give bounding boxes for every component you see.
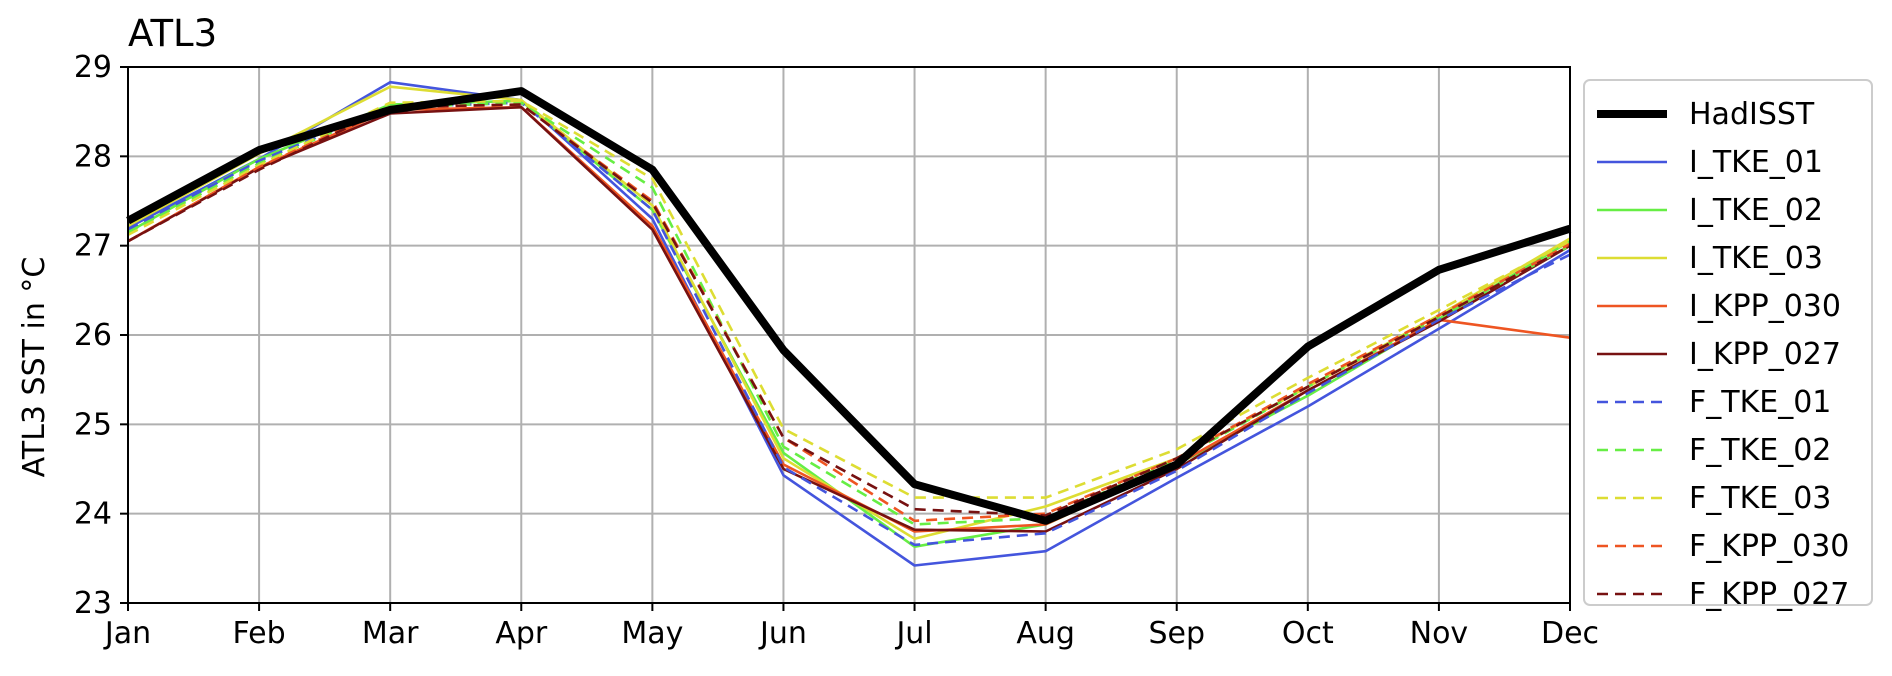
series-lines bbox=[126, 80, 1572, 567]
x-tick-label: Sep bbox=[1148, 616, 1205, 651]
legend-label: HadISST bbox=[1689, 97, 1815, 132]
gridlines bbox=[127, 66, 1571, 604]
series-line-f-tke-02 bbox=[127, 101, 1571, 526]
legend-label: F_KPP_030 bbox=[1689, 529, 1849, 564]
x-tick-label: Jun bbox=[758, 616, 807, 651]
legend-label: F_TKE_01 bbox=[1689, 385, 1831, 420]
y-tick-label: 24 bbox=[74, 497, 112, 532]
y-tick-label: 29 bbox=[74, 50, 112, 85]
legend-label: I_KPP_027 bbox=[1689, 337, 1841, 372]
series-line-hadisst bbox=[126, 87, 1572, 525]
x-tick-label: Dec bbox=[1541, 616, 1599, 651]
legend-label: I_KPP_030 bbox=[1689, 289, 1841, 324]
series-line-f-tke-01 bbox=[127, 101, 1571, 547]
legend-label: I_TKE_01 bbox=[1689, 145, 1823, 180]
x-tick-label: May bbox=[621, 616, 683, 651]
x-tick-label: Mar bbox=[362, 616, 419, 651]
legend-label: I_TKE_02 bbox=[1689, 193, 1823, 228]
y-tick-label: 25 bbox=[74, 407, 112, 442]
legend-label: F_TKE_02 bbox=[1689, 433, 1831, 468]
x-tick-label: Aug bbox=[1016, 616, 1075, 651]
series-line-i-kpp-027 bbox=[127, 105, 1571, 533]
chart-title: ATL3 bbox=[128, 12, 217, 55]
series-line-f-kpp-027 bbox=[127, 103, 1571, 517]
x-tick-label: Jul bbox=[894, 616, 932, 651]
x-tick-label: Jan bbox=[103, 616, 151, 651]
series-line-i-tke-01 bbox=[127, 80, 1571, 567]
y-tick-label: 26 bbox=[74, 318, 112, 353]
y-axis-label: ATL3 SST in °C bbox=[17, 257, 52, 478]
x-tick-label: Apr bbox=[495, 616, 548, 651]
legend-label: F_KPP_027 bbox=[1689, 577, 1849, 612]
legend-label: I_TKE_03 bbox=[1689, 241, 1823, 276]
x-tick-label: Nov bbox=[1410, 616, 1469, 651]
y-tick-label: 27 bbox=[74, 229, 112, 264]
series-line-f-kpp-030 bbox=[127, 103, 1571, 523]
y-tick-label: 23 bbox=[74, 586, 112, 621]
axis-ticks: Jan Feb Mar Apr May Jun Jul Aug Sep Oct Nov Dec 23 24… bbox=[74, 50, 1599, 651]
series-line-i-tke-03 bbox=[127, 85, 1571, 541]
legend: HadISST I_TKE_01 I_TKE_02 I_TKE_03 I_KPP_030… bbox=[1583, 79, 1873, 612]
x-tick-label: Feb bbox=[233, 616, 286, 651]
y-tick-label: 28 bbox=[74, 139, 112, 174]
x-tick-label: Oct bbox=[1282, 616, 1334, 651]
series-line-f-tke-03 bbox=[127, 99, 1571, 499]
legend-label: F_TKE_03 bbox=[1689, 481, 1831, 516]
